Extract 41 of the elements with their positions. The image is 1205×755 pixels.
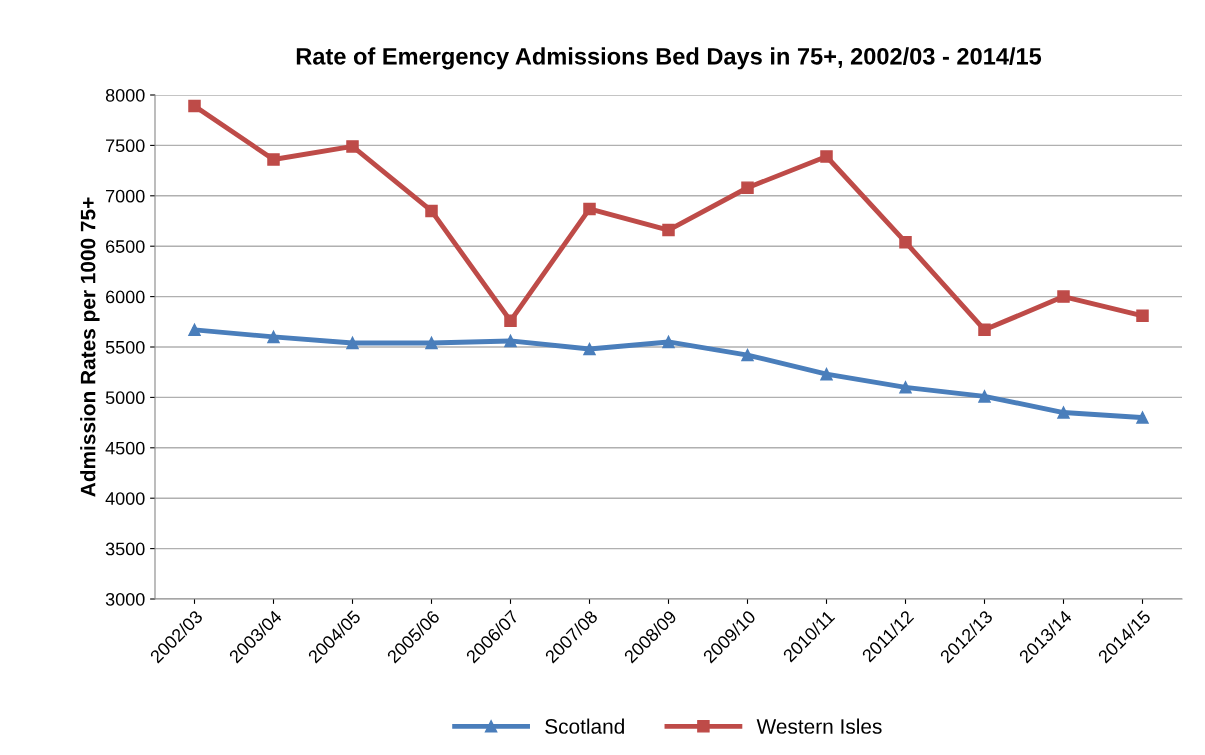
y-tick-label: 8000 [105, 88, 145, 102]
point [741, 348, 754, 362]
legend-label: Western Isles [756, 718, 882, 734]
point [346, 336, 359, 350]
y-axis-title: Admission Rates per 1000 75+ [80, 197, 100, 497]
y-tick-label: 6000 [106, 290, 145, 304]
point [504, 314, 517, 328]
y-tick-label: 3000 [105, 592, 145, 606]
y-tick-label: 5000 [105, 391, 145, 405]
point [346, 140, 359, 153]
y-tick-label: 4500 [105, 441, 145, 455]
point [583, 342, 596, 356]
point [425, 204, 438, 218]
point [1057, 290, 1070, 303]
point [978, 323, 991, 337]
y-tick-label: 4000 [105, 492, 145, 505]
point [267, 330, 280, 344]
point [662, 335, 675, 349]
point [425, 336, 438, 350]
point [1057, 406, 1070, 419]
y-tick-label: 7000 [106, 189, 145, 203]
point [1136, 309, 1149, 323]
y-tick-label: 3500 [105, 542, 145, 556]
point [1136, 411, 1149, 424]
point [820, 150, 833, 163]
point [662, 223, 675, 237]
chart-title: Rate of Emergency Admissions Bed Days in 75+, 2002/03 - 2014/15 [296, 47, 1042, 70]
point [978, 390, 991, 403]
point [267, 153, 280, 166]
point [188, 323, 201, 337]
y-tick-label: 6500 [106, 240, 145, 253]
y-tick-label: 5500 [105, 340, 145, 354]
point [899, 381, 912, 394]
point [504, 334, 517, 348]
point [899, 235, 912, 249]
point [583, 202, 596, 216]
point [741, 181, 754, 194]
legend-label: Scotland [545, 718, 624, 734]
point [188, 99, 201, 113]
y-tick-label: 7500 [106, 139, 145, 153]
point [820, 367, 833, 381]
